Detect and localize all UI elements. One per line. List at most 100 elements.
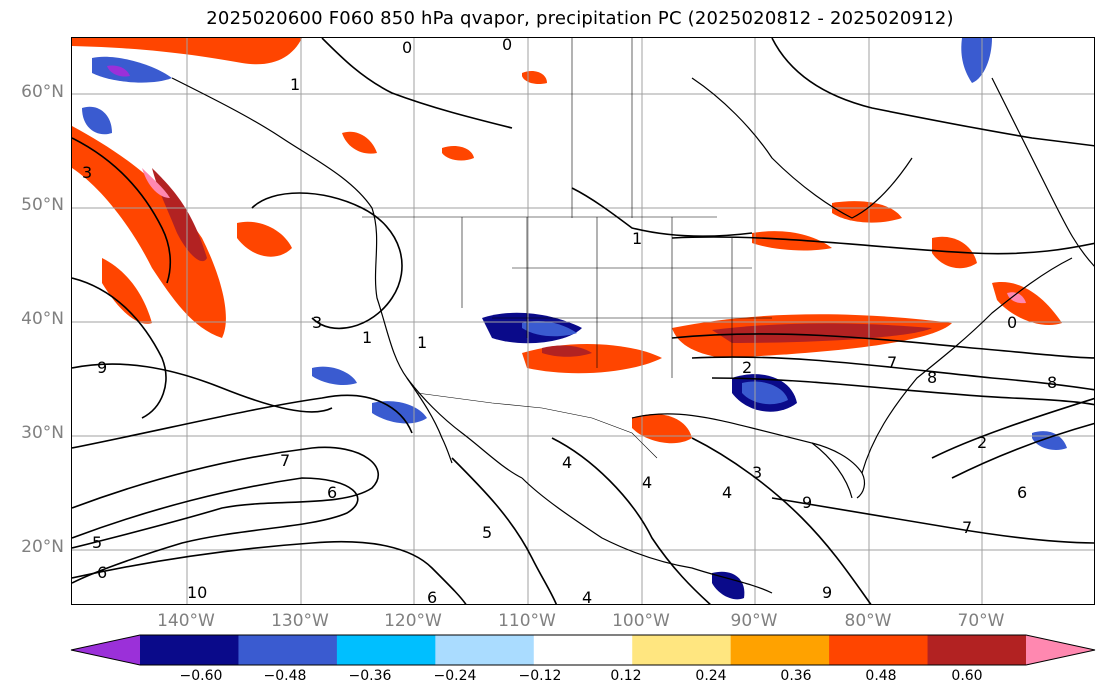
- colorbar-segment: [435, 635, 535, 665]
- contour-label: 4: [722, 483, 732, 502]
- contour-label: 3: [752, 463, 762, 482]
- colorbar-segment: [730, 635, 830, 665]
- coast-alaska-bc: [171, 77, 523, 479]
- lon-label-100w: 100°W: [612, 611, 670, 631]
- precip-blue-nw2: [82, 106, 112, 135]
- lon-label-110w: 110°W: [498, 611, 556, 631]
- contour-7: [671, 236, 1094, 255]
- contour-label: 7: [280, 451, 290, 470]
- colorbar-segment: [533, 635, 633, 665]
- qvapor-contours: [72, 38, 1094, 604]
- colorbar-segment: [632, 635, 732, 665]
- precip-blue-top-right: [961, 38, 992, 83]
- coast-hudson: [691, 77, 913, 219]
- contour-18: [72, 137, 172, 284]
- colorbar-tick-label: −0.48: [263, 668, 307, 684]
- lat-label-60n: 60°N: [21, 82, 64, 102]
- precip-red-ne2: [752, 231, 832, 251]
- contour-label: 0: [1007, 313, 1017, 332]
- contour-label: 3: [312, 313, 322, 332]
- precip-blue-sw2: [522, 321, 577, 337]
- chart-title: 2025020600 F060 850 hPa qvapor, precipit…: [206, 8, 954, 29]
- precip-red-ne4: [992, 282, 1062, 326]
- contour-8: [671, 333, 1094, 359]
- contour-9: [691, 356, 1094, 391]
- lon-label-140w: 140°W: [157, 611, 215, 631]
- contour-label: 5: [482, 523, 492, 542]
- colorbar-segment: [238, 635, 338, 665]
- lat-label-20n: 20°N: [21, 537, 64, 557]
- coastlines: [171, 77, 1094, 594]
- contour-label: 8: [1047, 373, 1057, 392]
- contour-label: 1: [362, 328, 372, 347]
- contour-label: 5: [92, 533, 102, 552]
- precip-blue-top: [92, 56, 172, 83]
- contour-label: 1: [290, 75, 300, 94]
- lat-label-50n: 50°N: [21, 195, 64, 215]
- contour-12: [951, 422, 1094, 479]
- lat-label-30n: 30°N: [21, 423, 64, 443]
- contour-19: [571, 187, 753, 238]
- colorbar-tick-label: −0.12: [518, 668, 562, 684]
- contour-label: 10: [187, 583, 207, 602]
- precip-blue-baja: [372, 401, 427, 424]
- colorbar-outline: [70, 634, 1096, 666]
- coast-labrador: [991, 77, 1094, 267]
- map-canvas: 1 1 1 3 3 1 4 7 6 2 9 10 5 6 4 9 4 3 2 8…: [72, 38, 1094, 604]
- contour-10: [711, 377, 1094, 406]
- contour-3: [72, 540, 467, 604]
- contour-6: [251, 192, 403, 330]
- precip-blue-gulf2: [742, 381, 788, 405]
- colorbar-tick-label: −0.36: [348, 668, 392, 684]
- contour-14: [691, 437, 872, 604]
- precip-red-nw4: [522, 71, 547, 85]
- precip-pink-ne: [1007, 292, 1026, 304]
- contour-label: 6: [327, 483, 337, 502]
- precip-core-nw: [152, 168, 207, 262]
- lon-label-130w: 130°W: [271, 611, 329, 631]
- lon-label-120w: 120°W: [384, 611, 442, 631]
- precip-band-east-core: [712, 323, 932, 343]
- colorbar-segments: [71, 635, 1095, 665]
- coast-east: [861, 257, 1073, 474]
- contour-16: [451, 457, 558, 604]
- colorbar-segment: [927, 635, 1027, 665]
- contour-21: [321, 38, 513, 129]
- colorbar-tick-label: 0.48: [865, 668, 897, 684]
- contour-label: 8: [927, 368, 937, 387]
- precip-purple-top: [107, 65, 130, 77]
- colorbar-tick-label: 0.36: [780, 668, 812, 684]
- contour-2: [72, 477, 359, 584]
- precip-blue-ca: [312, 366, 357, 386]
- contour-label: 0: [502, 38, 512, 54]
- lon-label-90w: 90°W: [730, 611, 778, 631]
- contour-label: 9: [97, 358, 107, 377]
- colorbar-extend-max: [1026, 635, 1095, 665]
- colorbar: [70, 634, 1096, 666]
- contour-label: 7: [887, 353, 897, 372]
- precip-orange-north: [442, 146, 474, 161]
- precip-plume-w: [102, 258, 152, 324]
- colorbar-tick-label: −0.60: [179, 668, 223, 684]
- precip-red-nw3: [342, 131, 377, 154]
- colorbar-tick-label: 0.24: [695, 668, 727, 684]
- contour-5: [72, 363, 333, 413]
- coast-gulf: [631, 413, 853, 499]
- contour-label: 4: [562, 453, 572, 472]
- border-us-mexico: [416, 392, 658, 459]
- contour-label: 2: [742, 358, 752, 377]
- coast-mexico: [521, 477, 773, 594]
- contour-20: [771, 38, 1094, 147]
- colorbar-tick-label: 0.60: [951, 668, 983, 684]
- contour-label: 7: [962, 518, 972, 537]
- contour-17: [72, 277, 167, 419]
- precip-red-ne1: [832, 201, 902, 223]
- map-panel: 1 1 1 3 3 1 4 7 6 2 9 10 5 6 4 9 4 3 2 8…: [71, 37, 1095, 605]
- colorbar-segment: [140, 635, 239, 665]
- colorbar-tick-label: 0.12: [610, 668, 642, 684]
- contour-label: 2: [977, 433, 987, 452]
- contour-label: 6: [1017, 483, 1027, 502]
- contour-4: [72, 394, 413, 449]
- contour-15: [771, 497, 1094, 544]
- colorbar-tick-label: −0.24: [433, 668, 477, 684]
